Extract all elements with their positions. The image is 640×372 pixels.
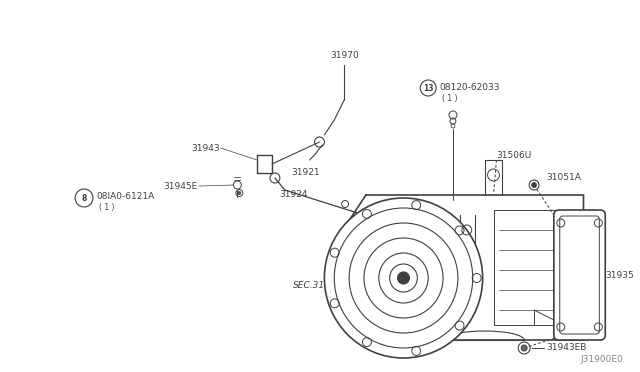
Circle shape — [397, 272, 410, 284]
Text: 31935: 31935 — [605, 270, 634, 279]
Text: 31943EB: 31943EB — [546, 343, 586, 353]
Circle shape — [324, 198, 483, 358]
Text: SEC.310: SEC.310 — [293, 280, 332, 289]
Text: ( 1 ): ( 1 ) — [442, 93, 458, 103]
Text: 31970: 31970 — [330, 51, 358, 60]
Text: 31924: 31924 — [279, 189, 307, 199]
Text: 31945E: 31945E — [164, 182, 198, 190]
Circle shape — [532, 183, 536, 187]
Circle shape — [521, 345, 527, 351]
Text: ( 1 ): ( 1 ) — [99, 202, 115, 212]
Text: J31900E0: J31900E0 — [580, 356, 623, 365]
Text: 31921: 31921 — [292, 167, 321, 176]
FancyBboxPatch shape — [554, 210, 605, 340]
Text: 31943E: 31943E — [401, 238, 435, 247]
Text: 13: 13 — [423, 83, 433, 93]
Circle shape — [238, 192, 241, 195]
Text: 31051A: 31051A — [546, 173, 580, 182]
Text: 8: 8 — [81, 193, 87, 202]
Text: 08IA0-6121A: 08IA0-6121A — [96, 192, 154, 201]
Text: 08120-62033: 08120-62033 — [439, 83, 500, 92]
Text: 31943: 31943 — [191, 144, 220, 153]
Text: 31506U: 31506U — [497, 151, 532, 160]
